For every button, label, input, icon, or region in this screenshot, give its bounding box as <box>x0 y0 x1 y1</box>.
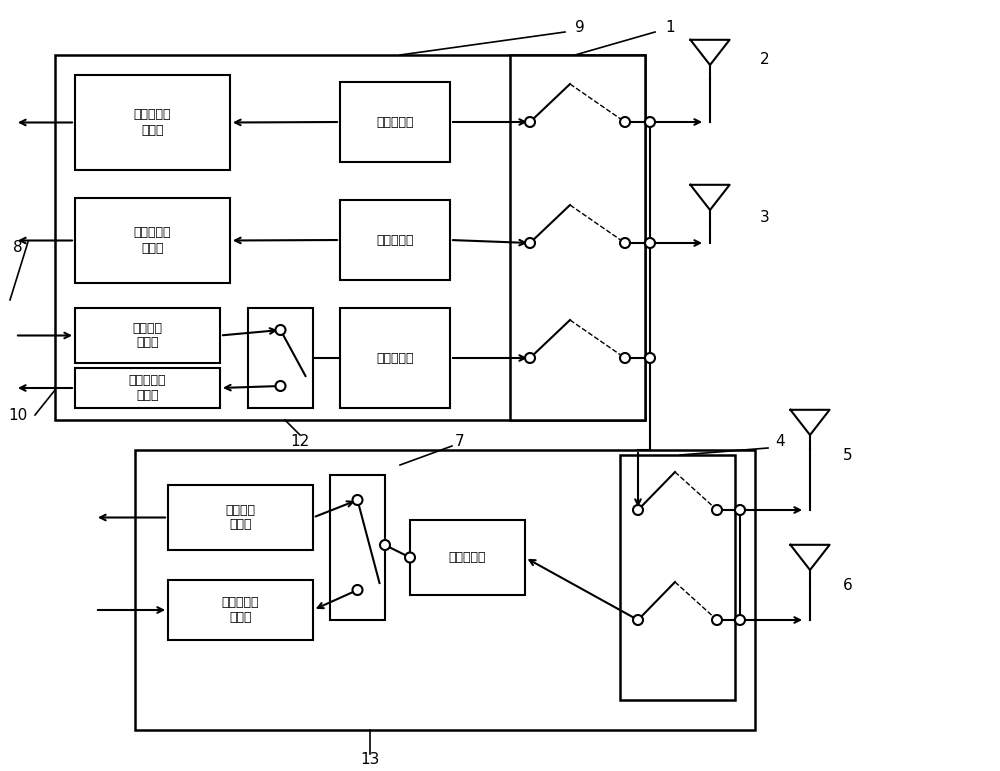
Bar <box>340 82 450 162</box>
Bar <box>168 485 313 550</box>
Circle shape <box>276 325 286 335</box>
Bar <box>65 300 500 415</box>
Text: 第三滤波器: 第三滤波器 <box>376 116 414 129</box>
Circle shape <box>645 117 655 127</box>
Text: 7: 7 <box>455 435 465 449</box>
Bar <box>168 580 313 640</box>
Circle shape <box>735 615 745 625</box>
Bar <box>55 55 645 420</box>
Text: 13: 13 <box>360 752 380 767</box>
Bar <box>75 368 220 408</box>
Bar <box>340 200 450 280</box>
Circle shape <box>525 117 535 127</box>
Bar <box>75 308 220 363</box>
Text: 10: 10 <box>8 408 28 423</box>
Text: 第一滤波器: 第一滤波器 <box>376 234 414 247</box>
Circle shape <box>645 353 655 363</box>
Text: 9: 9 <box>575 21 585 35</box>
Circle shape <box>633 505 643 515</box>
Bar <box>65 188 500 293</box>
Bar <box>75 75 230 170</box>
Bar <box>510 55 645 420</box>
Circle shape <box>525 238 535 248</box>
Text: 第五滤波器: 第五滤波器 <box>449 551 486 564</box>
Circle shape <box>620 238 630 248</box>
Bar <box>75 198 230 283</box>
Text: 6: 6 <box>843 577 853 592</box>
Bar <box>330 475 385 620</box>
Circle shape <box>645 238 655 248</box>
Text: 第四低噪声
放大器: 第四低噪声 放大器 <box>129 374 166 402</box>
Bar <box>155 465 570 720</box>
Text: 第三低噪声
放大器: 第三低噪声 放大器 <box>134 109 171 136</box>
Bar <box>135 450 755 730</box>
Circle shape <box>352 495 362 505</box>
Text: 5: 5 <box>843 447 853 463</box>
Text: 第五低噪声
放大器: 第五低噪声 放大器 <box>222 596 259 624</box>
Circle shape <box>276 381 286 391</box>
Circle shape <box>620 353 630 363</box>
Bar <box>340 308 450 408</box>
Circle shape <box>712 615 722 625</box>
Text: 8: 8 <box>13 241 23 255</box>
Circle shape <box>735 505 745 515</box>
Circle shape <box>525 353 535 363</box>
Text: 第一低噪声
放大器: 第一低噪声 放大器 <box>134 227 171 254</box>
Text: 3: 3 <box>760 210 770 225</box>
Text: 第四滤波器: 第四滤波器 <box>376 352 414 365</box>
Bar <box>248 308 313 408</box>
Circle shape <box>405 553 415 563</box>
Circle shape <box>620 117 630 127</box>
Circle shape <box>712 505 722 515</box>
Circle shape <box>380 540 390 550</box>
Bar <box>65 65 500 180</box>
Text: 第三功率
放大器: 第三功率 放大器 <box>226 503 256 531</box>
Text: 12: 12 <box>290 435 310 449</box>
Text: 第二功率
放大器: 第二功率 放大器 <box>132 322 162 349</box>
Text: 1: 1 <box>665 21 675 35</box>
Text: 2: 2 <box>760 52 770 68</box>
Circle shape <box>633 615 643 625</box>
Bar <box>410 520 525 595</box>
Bar <box>620 455 735 700</box>
Text: 4: 4 <box>775 435 785 449</box>
Circle shape <box>352 585 362 595</box>
